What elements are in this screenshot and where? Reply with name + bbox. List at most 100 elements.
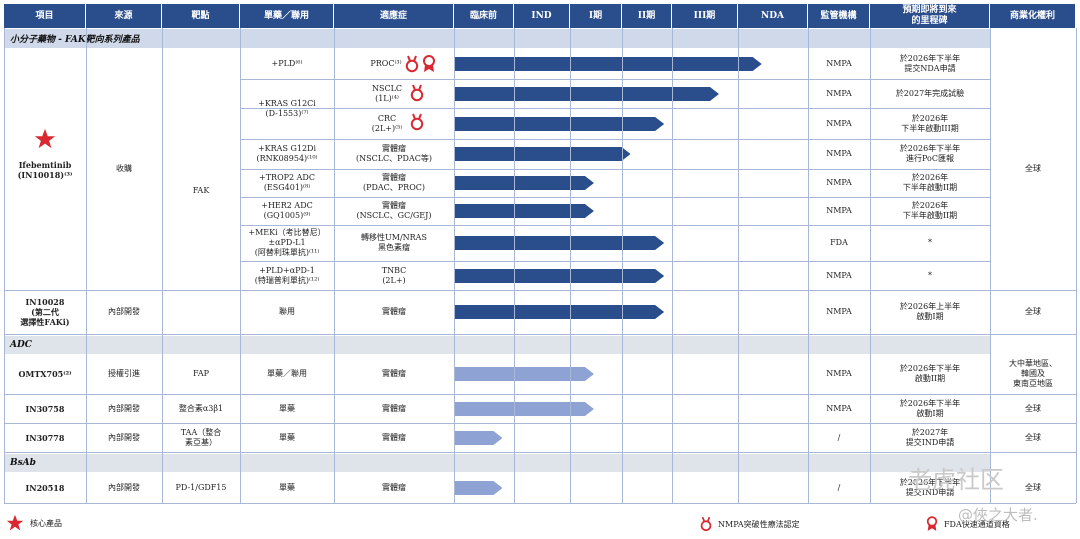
fda-fast-track-icon <box>926 516 938 531</box>
regulator-cell: FDA <box>830 238 848 247</box>
rights-cell: 全球 <box>1025 482 1041 492</box>
milestone-cell: 於2026年 下半年啟動II期 <box>902 201 958 220</box>
grid-line <box>240 290 990 291</box>
target-cell: FAP <box>192 369 209 378</box>
rights-cell: 大中華地區、 韓國及 東南亞地區 <box>1009 359 1057 388</box>
regulator-cell: NMPA <box>826 206 852 215</box>
grid-line <box>1076 28 1077 503</box>
regulator-cell: NMPA <box>826 149 852 158</box>
product-name-cell: OMTX705⁽²⁾ <box>18 369 72 379</box>
combo-cell: +KRAS G12Di (RNK08954)⁽¹⁰⁾ <box>256 144 318 163</box>
product-name-cell: IN20518 <box>25 482 65 493</box>
watermark-user: @俠之大者. <box>958 506 1038 524</box>
regulator-cell: NMPA <box>826 118 852 128</box>
header-cell: 單藥／聯用 <box>240 4 333 28</box>
source-cell: 內部開發 <box>108 307 140 316</box>
grid-line <box>4 452 1076 453</box>
grid-line <box>240 79 990 80</box>
grid-line <box>162 28 163 503</box>
progress-bar <box>455 147 631 161</box>
header-cell: 適應症 <box>334 4 453 28</box>
header-cell: II期 <box>622 4 671 28</box>
milestone-cell: 於2026年下半年 進行PoC匯報 <box>899 144 961 163</box>
rights-cell: 全球 <box>1025 403 1041 413</box>
legend-core: 核心產品 <box>6 514 62 532</box>
grid-line <box>240 108 990 109</box>
legend-btd-label: NMPA突破性療法認定 <box>718 519 800 529</box>
rights-cell: 全球 <box>1025 307 1041 316</box>
milestone-cell: 於2026年下半年 提交IND申請 <box>899 477 961 497</box>
regulator-cell: NMPA <box>826 369 852 378</box>
product-name-cell: IN30778 <box>25 432 65 443</box>
indication-cell: PROC⁽³⁾ <box>370 58 402 68</box>
combo-cell: +MEKi（考比替尼） ±αPD-L1 (阿替利珠單抗)⁽¹¹⁾ <box>248 228 326 257</box>
indication-cell: 實體瘤 <box>382 369 406 378</box>
grid-line <box>808 28 809 503</box>
header-cell: NDA <box>738 4 807 28</box>
indication-cell: 實體瘤 <box>382 482 406 492</box>
legend-fda: FDA快速通道資格 <box>926 516 1010 532</box>
product-name-ifebemtinib: Ifebemtinib (IN10018)⁽³⁾ <box>17 160 73 180</box>
grid-line <box>240 28 241 503</box>
milestone-cell: 於2026年 下半年啟動II期 <box>902 173 958 192</box>
rights-cell: 全球 <box>1025 432 1041 442</box>
product-name-cell: IN10028 (第二代 選擇性FAKi) <box>20 297 70 327</box>
regulator-cell: NMPA <box>826 307 852 316</box>
grid-line <box>4 503 1076 504</box>
progress-bar <box>455 176 594 190</box>
combo-cell: 單藥 <box>279 403 295 413</box>
indication-cell: NSCLC (1L)⁽⁴⁾ <box>371 83 403 103</box>
grid-line <box>990 290 1076 291</box>
source-cell: 內部開發 <box>108 482 140 492</box>
indication-cell: CRC (2L+)⁽⁵⁾ <box>371 113 403 133</box>
combo-cell: +PLD+αPD-1 (特瑞普利單抗)⁽¹²⁾ <box>254 265 320 285</box>
indication-cell: 實體瘤 <box>382 307 406 316</box>
legend-core-label: 核心產品 <box>30 518 62 528</box>
grid-line <box>570 28 571 503</box>
progress-bar <box>455 116 665 131</box>
combo-cell: 聯用 <box>279 307 295 316</box>
source-cell: 授權引進 <box>108 369 140 378</box>
regulator-cell: NMPA <box>826 58 852 68</box>
indication-cell: 實體瘤 <box>382 403 406 413</box>
regulator-cell: NMPA <box>826 178 852 187</box>
indication-cell: 實體瘤 <box>382 432 406 442</box>
milestone-cell: 於2026年 下半年啟動III期 <box>901 113 959 133</box>
combo-cell: 單藥 <box>279 432 295 442</box>
star-icon <box>6 514 24 531</box>
grid-line <box>514 28 515 503</box>
source-ifebemtinib: 收購 <box>116 164 132 173</box>
legend-fda-label: FDA快速通道資格 <box>944 519 1010 529</box>
grid-line <box>870 28 871 503</box>
target-fak: FAK <box>192 186 210 195</box>
header-cell: 臨床前 <box>454 4 513 28</box>
header-cell: 監管機構 <box>808 4 869 28</box>
grid-line <box>990 28 991 503</box>
regulator-cell: NMPA <box>826 270 852 280</box>
grid-line <box>454 28 455 503</box>
combo-cell: +TROP2 ADC (ESG401)⁽⁸⁾ <box>259 173 315 192</box>
grid-line <box>672 28 673 503</box>
header-cell: 靶點 <box>162 4 239 28</box>
progress-bar <box>455 236 665 250</box>
target-cell: TAA（整合 素亞基） <box>180 427 222 447</box>
grid-line <box>240 169 990 170</box>
regulator-cell: / <box>837 432 841 442</box>
combo-cell: 單藥 <box>279 482 295 492</box>
grid-line <box>334 28 335 503</box>
btd-ribbon-icon <box>410 113 424 131</box>
btd-ribbon-icon <box>405 55 419 73</box>
combo-cell: +HER2 ADC (GQ1005)⁽⁹⁾ <box>261 201 313 220</box>
grid-line <box>622 28 623 503</box>
milestone-cell: 於2026年下半年 啟動I期 <box>899 398 961 418</box>
grid-line <box>4 423 1076 424</box>
indication-cell: 轉移性UM/NRAS 黑色素瘤 <box>361 233 427 252</box>
header-cell: 預期即將到來 的里程碑 <box>870 4 989 28</box>
target-cell: 整合素α3β1 <box>178 403 224 413</box>
core-product-star-icon <box>34 128 56 149</box>
milestone-cell: 於2027年 提交IND申請 <box>905 427 955 447</box>
target-cell: PD-1/GDF15 <box>175 482 227 492</box>
regulator-cell: / <box>837 482 841 492</box>
grid-line <box>738 28 739 503</box>
progress-bar <box>455 401 594 416</box>
